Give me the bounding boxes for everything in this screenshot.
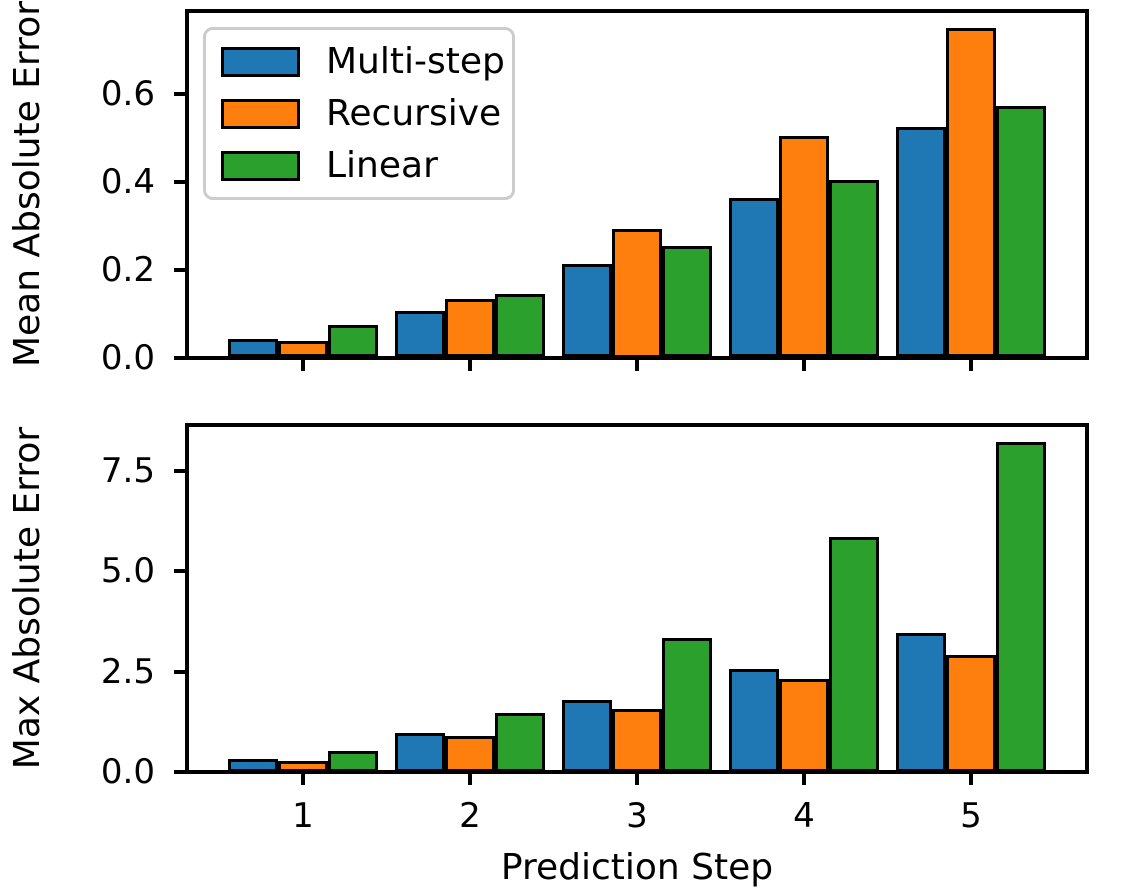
bar-recursive-step-4 — [778, 679, 829, 772]
x-tick-mark — [635, 772, 639, 785]
y-tick-mark — [174, 669, 187, 674]
bottom-y-axis-label: Max Absolute Error — [7, 426, 48, 770]
x-tick-mark — [468, 357, 472, 371]
y-tick-label: 0.4 — [100, 162, 155, 203]
bar-linear-step-1 — [328, 324, 379, 358]
bar-recursive-step-3 — [612, 708, 663, 772]
y-tick-mark — [174, 92, 187, 97]
y-tick-label: 7.5 — [100, 451, 155, 492]
legend-label-linear: Linear — [326, 144, 438, 186]
x-axis-label: Prediction Step — [500, 847, 774, 888]
recursive-color-swatch — [221, 98, 300, 129]
bar-recursive-step-3 — [612, 229, 663, 358]
x-tick-label: 5 — [960, 796, 982, 836]
y-tick-label: 0.6 — [100, 74, 155, 115]
bar-multi-step-step-4 — [728, 198, 779, 358]
bar-linear-step-3 — [662, 638, 713, 772]
x-tick-label: 1 — [292, 796, 314, 836]
bar-recursive-step-5 — [945, 655, 996, 772]
y-tick-mark — [174, 569, 187, 574]
bar-multi-step-step-5 — [895, 127, 946, 358]
y-tick-mark — [174, 469, 187, 474]
x-tick-mark — [969, 772, 973, 785]
bar-linear-step-5 — [996, 442, 1047, 772]
x-tick-label: 3 — [626, 796, 648, 836]
bar-linear-step-4 — [829, 536, 880, 772]
y-tick-mark — [174, 770, 187, 774]
legend-entry-recursive: Recursive — [206, 88, 512, 140]
x-tick-mark — [802, 772, 806, 785]
bar-multi-step-step-2 — [394, 311, 445, 358]
bar-linear-step-5 — [996, 105, 1047, 358]
top-plot-area: Multi-step Recursive Linear 0.0 0.2 0.4 0.6 — [101, 9, 1089, 378]
legend: Multi-step Recursive Linear — [203, 27, 515, 200]
x-tick-mark — [468, 772, 472, 785]
legend-entry-linear: Linear — [206, 140, 512, 192]
y-tick-label: 0.2 — [100, 249, 155, 290]
bar-recursive-step-1 — [278, 761, 329, 772]
x-tick-label: 2 — [459, 796, 481, 836]
x-tick-mark — [802, 357, 806, 371]
legend-entry-multi-step: Multi-step — [206, 36, 512, 88]
bar-multi-step-step-5 — [895, 632, 946, 772]
bottom-plot-area: 0.0 2.5 5.0 7.5 1 2 3 4 5 — [101, 423, 1089, 836]
y-tick-label: 2.5 — [100, 651, 155, 692]
bar-multi-step-step-1 — [227, 338, 278, 358]
x-tick-mark — [635, 357, 639, 371]
bar-linear-step-4 — [829, 179, 880, 358]
bar-linear-step-2 — [495, 713, 546, 772]
y-tick-mark — [174, 267, 187, 272]
legend-label-recursive: Recursive — [326, 92, 502, 134]
x-tick-label: 4 — [793, 796, 815, 836]
bar-recursive-step-4 — [778, 136, 829, 358]
bar-linear-step-2 — [495, 293, 546, 358]
bar-multi-step-step-3 — [561, 700, 612, 772]
bar-multi-step-step-1 — [227, 758, 278, 772]
y-tick-label: 5.0 — [100, 551, 155, 592]
bar-recursive-step-2 — [445, 299, 496, 358]
bar-multi-step-step-3 — [561, 263, 612, 358]
y-tick-mark — [174, 180, 187, 185]
bar-recursive-step-2 — [445, 735, 496, 772]
y-tick-label: 0.0 — [100, 337, 155, 378]
bar-recursive-step-5 — [945, 27, 996, 358]
y-tick-mark — [174, 355, 187, 360]
bar-multi-step-step-2 — [394, 732, 445, 772]
x-tick-mark — [301, 357, 305, 371]
bar-recursive-step-1 — [278, 340, 329, 358]
bar-linear-step-1 — [328, 750, 379, 772]
bar-linear-step-3 — [662, 245, 713, 358]
y-tick-label: 0.0 — [100, 752, 155, 792]
x-tick-mark — [969, 357, 973, 371]
x-tick-mark — [301, 772, 305, 785]
multi-step-color-swatch — [221, 46, 300, 77]
legend-label-multi-step: Multi-step — [326, 40, 505, 82]
bar-multi-step-step-4 — [728, 669, 779, 772]
linear-color-swatch — [221, 150, 300, 181]
